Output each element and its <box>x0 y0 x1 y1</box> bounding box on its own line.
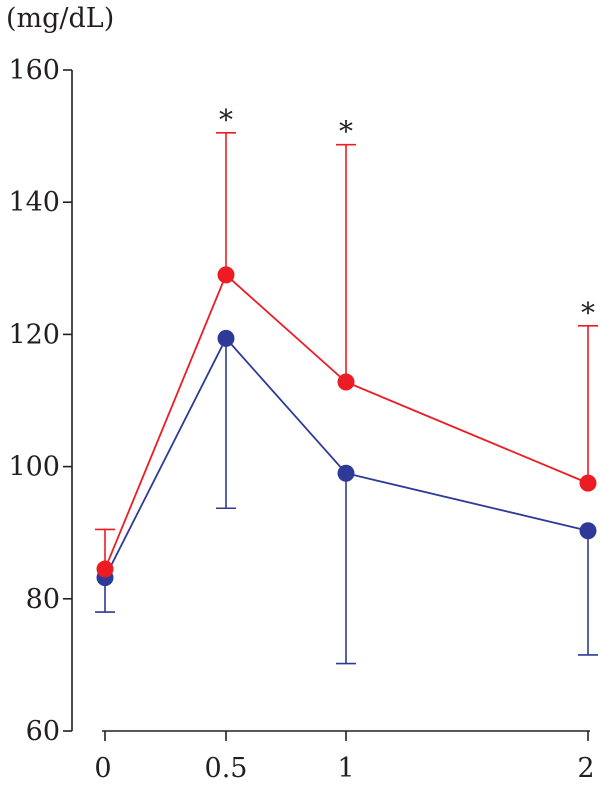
axes: 60 80 100 120 140 160 0 0.5 1 2 <box>8 55 594 784</box>
data-point <box>337 373 355 391</box>
y-tick-label: 120 <box>8 319 60 350</box>
y-tick-label: 160 <box>8 55 60 86</box>
y-tick-label: 100 <box>8 452 60 483</box>
data-point <box>579 474 597 492</box>
y-tick-label: 60 <box>26 716 60 747</box>
x-tick-label: 1 <box>337 753 354 784</box>
y-tick-label: 80 <box>26 584 60 615</box>
significance-marker: * <box>339 115 353 148</box>
x-tick-label: 0 <box>94 753 111 784</box>
data-point <box>579 522 597 540</box>
x-tick-label: 2 <box>577 753 594 784</box>
x-tick-label: 0.5 <box>205 753 248 784</box>
annotations: * * * <box>219 104 595 330</box>
series-line <box>104 273 589 570</box>
error-bars <box>95 131 598 665</box>
series-lines <box>104 273 589 579</box>
y-axis-label: (mg/dL) <box>6 3 114 34</box>
data-point <box>337 464 355 482</box>
significance-marker: * <box>581 297 595 330</box>
data-points <box>96 266 597 587</box>
significance-marker: * <box>219 104 233 137</box>
data-point <box>217 266 235 284</box>
data-point <box>217 329 235 347</box>
y-tick-label: 140 <box>8 187 60 218</box>
series-line <box>104 336 589 579</box>
data-point <box>96 560 114 578</box>
